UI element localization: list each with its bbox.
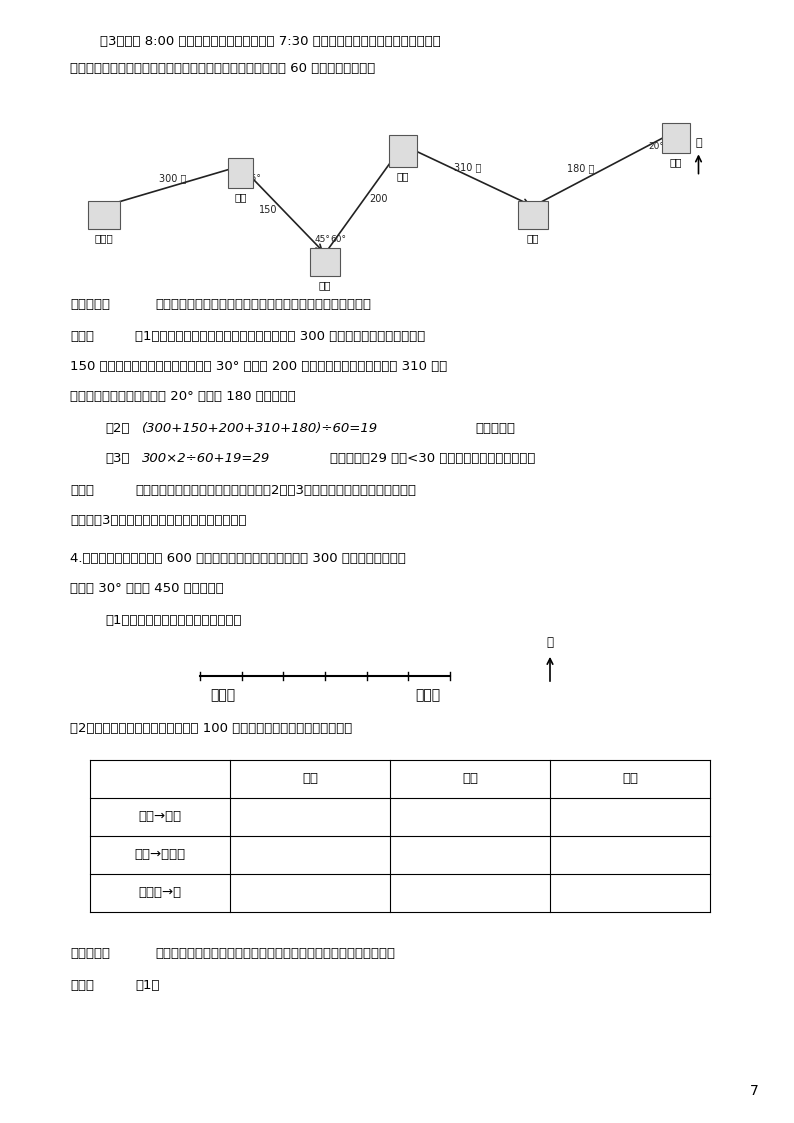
Text: 张华家: 张华家 xyxy=(210,688,235,702)
Text: 300×2÷60+19=29: 300×2÷60+19=29 xyxy=(142,451,270,465)
Text: 解析：: 解析： xyxy=(70,484,94,497)
Text: 北: 北 xyxy=(546,636,553,649)
Text: 150: 150 xyxy=(259,204,277,214)
Text: 考查目的：: 考查目的： xyxy=(70,947,110,960)
Text: 150: 150 xyxy=(236,179,252,188)
Text: 200: 200 xyxy=(369,194,387,204)
Text: （1）: （1） xyxy=(135,979,160,992)
Text: 路程: 路程 xyxy=(462,773,478,785)
Text: 红绿灯→家: 红绿灯→家 xyxy=(138,886,182,900)
Text: （3）: （3） xyxy=(105,451,129,465)
Bar xyxy=(228,158,253,188)
Bar xyxy=(389,135,417,167)
Text: 方向: 方向 xyxy=(302,773,318,785)
Text: 4.张华从家往正东方向走 600 米到红绿灯处，再往西北方向走 300 米到书店，最后往: 4.张华从家往正东方向走 600 米到红绿灯处，再往西北方向走 300 米到书店… xyxy=(70,553,406,565)
Text: 医院: 医院 xyxy=(397,171,409,181)
Text: 60°: 60° xyxy=(330,235,346,244)
Text: (300+150+200+310+180)÷60=19: (300+150+200+310+180)÷60=19 xyxy=(142,422,378,435)
Text: （1）豆豆每天从家到学校，先向正东方向走 300 米到商场，再向东南方向走: （1）豆豆每天从家到学校，先向正东方向走 300 米到商场，再向东南方向走 xyxy=(135,330,426,343)
Bar xyxy=(662,124,690,153)
Text: （1）画出张华到学校的路线示意图；: （1）画出张华到学校的路线示意图； xyxy=(105,614,241,627)
Text: 学校→书店: 学校→书店 xyxy=(138,811,182,823)
Text: 商场: 商场 xyxy=(234,192,247,202)
Text: 路线描述时应注意语言的规范性。第（2）（3）小题结合数量关系解决问题，: 路线描述时应注意语言的规范性。第（2）（3）小题结合数量关系解决问题， xyxy=(135,484,416,497)
Text: 答案：: 答案： xyxy=(70,330,94,343)
Text: 看图描述路线的练习，利用数量关系解决生活中的实际问题。: 看图描述路线的练习，利用数量关系解决生活中的实际问题。 xyxy=(155,298,371,311)
Text: 20°: 20° xyxy=(648,141,664,150)
Text: 广场，最后从广场向东偏北 20° 方向走 180 米到学校。: 广场，最后从广场向东偏北 20° 方向走 180 米到学校。 xyxy=(70,390,295,403)
Text: 红绿灯: 红绿灯 xyxy=(415,688,440,702)
Text: （分钟）。: （分钟）。 xyxy=(475,422,515,435)
Text: 东偏北 30° 方向走 450 米到学校。: 东偏北 30° 方向走 450 米到学校。 xyxy=(70,582,224,595)
Text: 45°: 45° xyxy=(245,174,261,183)
Text: 7: 7 xyxy=(750,1084,758,1098)
Bar xyxy=(310,248,340,276)
Text: 其中第（3）题可引导学生用多种方法进行解答。: 其中第（3）题可引导学生用多种方法进行解答。 xyxy=(70,514,246,527)
Text: 答案：: 答案： xyxy=(70,979,94,992)
Text: 书店→红绿灯: 书店→红绿灯 xyxy=(134,849,186,861)
Text: 北: 北 xyxy=(696,138,702,148)
Text: （2）: （2） xyxy=(105,422,129,435)
Text: （3）学校 8:00 开始上课。一天早上，豆豆 7:30 从家出发走到商场时，发现没带数学: （3）学校 8:00 开始上课。一天早上，豆豆 7:30 从家出发走到商场时，发… xyxy=(100,35,441,48)
Text: 45°: 45° xyxy=(315,235,331,244)
Text: 70°: 70° xyxy=(661,146,677,155)
Text: （分钟）。29 分钟<30 分钟，答：豆豆不会迟到。: （分钟）。29 分钟<30 分钟，答：豆豆不会迟到。 xyxy=(330,451,535,465)
Text: 310 米: 310 米 xyxy=(454,163,482,173)
Text: 课本。于是他赶回家取了课本后继续上学。如果豆豆每分钟走 60 米，他会迟到吗？: 课本。于是他赶回家取了课本后继续上学。如果豆豆每分钟走 60 米，他会迟到吗？ xyxy=(70,62,376,75)
Text: 豆豆家: 豆豆家 xyxy=(94,234,114,244)
Bar xyxy=(88,201,120,229)
Text: 广场: 广场 xyxy=(526,234,539,244)
Text: 150 米到公园，接着从公园向北偏东 30° 方向走 200 米到医院，再向正东方向走 310 米到: 150 米到公园，接着从公园向北偏东 30° 方向走 200 米到医院，再向正东… xyxy=(70,360,447,373)
Text: 学校: 学校 xyxy=(670,157,682,167)
Bar xyxy=(518,201,548,229)
Text: 时间: 时间 xyxy=(622,773,638,785)
Text: 考查目的：: 考查目的： xyxy=(70,298,110,311)
Text: （2）已知张华从学校回家每分钟走 100 米，根据路线示意图，完成下表。: （2）已知张华从学校回家每分钟走 100 米，根据路线示意图，完成下表。 xyxy=(70,722,353,734)
Text: 根据描述画出路线图，并通过描述返程的路线理解位置的相对关系。: 根据描述画出路线图，并通过描述返程的路线理解位置的相对关系。 xyxy=(155,947,395,960)
Text: 300 米: 300 米 xyxy=(159,173,186,183)
Text: 公园: 公园 xyxy=(318,281,331,291)
Text: 180 米: 180 米 xyxy=(567,164,595,174)
